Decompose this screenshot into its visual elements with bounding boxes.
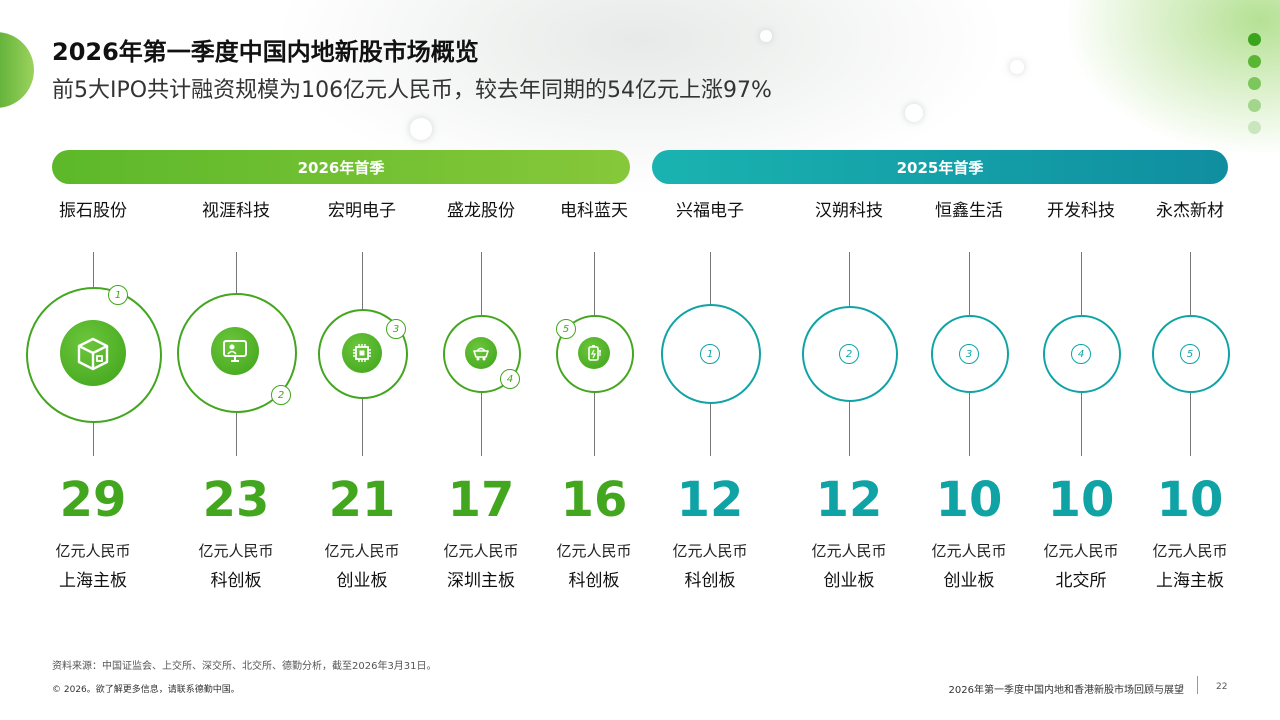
ipo-amount: 12 xyxy=(676,472,744,528)
icon-circle xyxy=(60,320,126,386)
ipo-amount: 17 xyxy=(447,472,515,528)
nav-dot[interactable] xyxy=(1248,121,1261,134)
company-name: 永杰新材 xyxy=(1156,201,1224,221)
document-title: 2026年第一季度中国内地和香港新股市场回顾与展望 xyxy=(948,685,1184,696)
company-name: 兴福电子 xyxy=(676,201,744,221)
listing-board: 上海主板 xyxy=(59,571,127,591)
company-name: 电科蓝天 xyxy=(560,201,628,221)
rank-badge: 4 xyxy=(1071,344,1091,364)
company-name: 振石股份 xyxy=(59,201,127,221)
rank-ring xyxy=(802,306,898,402)
decor-dot xyxy=(1010,60,1024,74)
ipo-amount: 12 xyxy=(815,472,883,528)
battery-icon xyxy=(588,345,601,361)
company-name: 视涯科技 xyxy=(202,201,270,221)
ipo-amount: 10 xyxy=(935,472,1003,528)
header-background xyxy=(0,0,1280,230)
amount-unit: 亿元人民币 xyxy=(1152,542,1228,560)
rank-badge: 5 xyxy=(556,319,576,339)
ipo-amount: 21 xyxy=(328,472,396,528)
amount-unit: 亿元人民币 xyxy=(55,542,131,560)
ipo-amount: 10 xyxy=(1156,472,1224,528)
ipo-amount: 29 xyxy=(59,472,127,528)
amount-unit: 亿元人民币 xyxy=(1043,542,1119,560)
nav-dot[interactable] xyxy=(1248,55,1261,68)
company-name: 开发科技 xyxy=(1047,201,1115,221)
rank-badge: 1 xyxy=(108,285,128,305)
rank-badge: 3 xyxy=(959,344,979,364)
band-2026: 2026年首季 xyxy=(52,150,630,184)
company-name: 宏明电子 xyxy=(328,201,396,221)
side-navigation-dots xyxy=(1248,33,1262,143)
rank-badge: 2 xyxy=(839,344,859,364)
source-note: 资料来源：中国证监会、上交所、深交所、北交所、德勤分析，截至2026年3月31日… xyxy=(52,661,437,672)
amount-unit: 亿元人民币 xyxy=(931,542,1007,560)
icon-circle xyxy=(465,337,497,369)
copyright-note: © 2026。欲了解更多信息，请联系德勤中国。 xyxy=(52,685,240,695)
amount-unit: 亿元人民币 xyxy=(811,542,887,560)
company-name: 恒鑫生活 xyxy=(935,201,1003,221)
amount-unit: 亿元人民币 xyxy=(324,542,400,560)
footer-divider xyxy=(1197,676,1198,694)
nav-dot[interactable] xyxy=(1248,33,1261,46)
company-name: 汉朔科技 xyxy=(815,201,883,221)
page-title: 2026年第一季度中国内地新股市场概览 xyxy=(52,38,479,66)
rank-badge: 1 xyxy=(700,344,720,364)
listing-board: 深圳主板 xyxy=(447,571,515,591)
listing-board: 上海主板 xyxy=(1156,571,1224,591)
decor-dot xyxy=(905,104,923,122)
icon-circle xyxy=(342,333,382,373)
company-name: 盛龙股份 xyxy=(447,201,515,221)
amount-unit: 亿元人民币 xyxy=(443,542,519,560)
mining-cart-icon xyxy=(473,347,489,361)
amount-unit: 亿元人民币 xyxy=(198,542,274,560)
listing-board: 创业板 xyxy=(943,571,995,591)
ipo-amount: 10 xyxy=(1047,472,1115,528)
decor-dot xyxy=(760,30,772,42)
listing-board: 科创板 xyxy=(684,571,736,591)
listing-board: 创业板 xyxy=(336,571,388,591)
listing-board: 科创板 xyxy=(210,571,262,591)
page-number: 22 xyxy=(1216,682,1228,692)
nav-dot[interactable] xyxy=(1248,77,1261,90)
decor-dot xyxy=(410,118,432,140)
rank-badge: 2 xyxy=(271,385,291,405)
amount-unit: 亿元人民币 xyxy=(672,542,748,560)
ipo-amount: 23 xyxy=(202,472,270,528)
ipo-amount: 16 xyxy=(560,472,628,528)
monitor-icon xyxy=(223,340,247,362)
rank-badge: 5 xyxy=(1180,344,1200,364)
chip-icon xyxy=(353,344,371,362)
listing-board: 北交所 xyxy=(1055,571,1107,591)
package-icon xyxy=(77,337,109,371)
amount-unit: 亿元人民币 xyxy=(556,542,632,560)
listing-board: 创业板 xyxy=(823,571,875,591)
page-subtitle: 前5大IPO共计融资规模为106亿元人民币，较去年同期的54亿元上涨97% xyxy=(52,78,772,103)
rank-badge: 3 xyxy=(386,319,406,339)
listing-board: 科创板 xyxy=(568,571,620,591)
rank-badge: 4 xyxy=(500,369,520,389)
icon-circle xyxy=(578,337,610,369)
icon-circle xyxy=(211,327,259,375)
band-2025: 2025年首季 xyxy=(652,150,1228,184)
nav-dot[interactable] xyxy=(1248,99,1261,112)
